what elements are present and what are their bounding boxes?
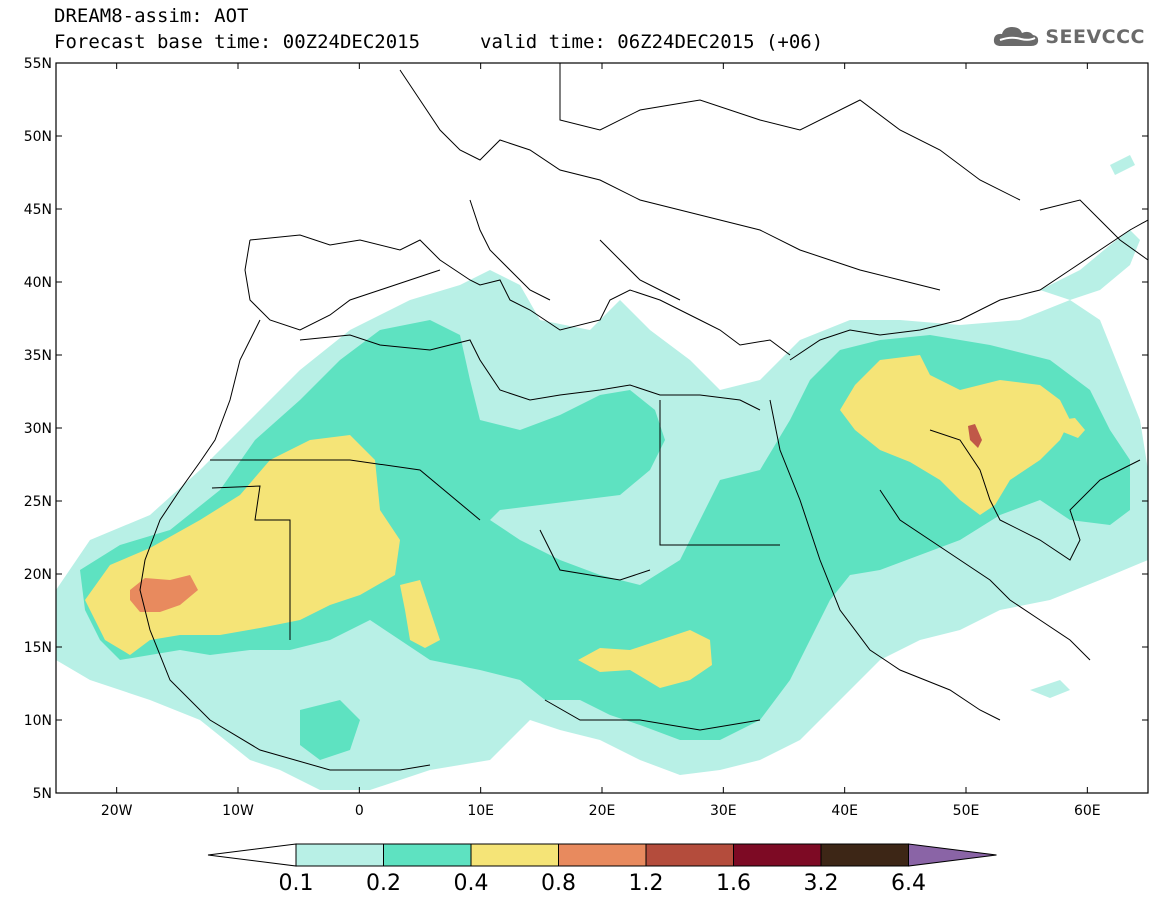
colorbar-swatch (733, 843, 822, 867)
lon-tick-label: 10E (467, 803, 494, 819)
colorbar-level-label: 0.1 (279, 871, 314, 896)
colorbar-level-label: 1.2 (629, 871, 664, 896)
lon-tick-label: 50E (953, 803, 980, 819)
colorbar-swatch (558, 843, 647, 867)
lon-tick-label: 20E (589, 803, 616, 819)
longitude-axis: 20W 10W 0 10E 20E 30E 40E 50E 60E (101, 63, 1101, 819)
aot-colorbar: 0.1 0.2 0.4 0.8 1.2 1.6 3.2 6.4 (207, 843, 997, 896)
lat-tick-label: 20N (24, 567, 52, 583)
colorbar-end-arrow (908, 843, 997, 867)
lat-tick-label: 50N (24, 129, 52, 145)
title-valid-time: valid time: 06Z24DEC2015 (+06) (480, 31, 824, 53)
lat-tick-label: 35N (24, 348, 52, 364)
lat-tick-label: 10N (24, 713, 52, 729)
lat-tick-label: 5N (33, 786, 52, 802)
lat-tick-label: 25N (24, 494, 52, 510)
aot-level-1-2 (968, 424, 982, 448)
lat-tick-label: 40N (24, 275, 52, 291)
cloud-icon (994, 27, 1039, 46)
lat-tick-label: 30N (24, 421, 52, 437)
lon-tick-label: 20W (101, 803, 133, 819)
aot-level-0-8 (130, 575, 198, 612)
colorbar-start-arrow (207, 843, 297, 867)
title-base-time: Forecast base time: 00Z24DEC2015 (54, 31, 421, 53)
colorbar-swatch (645, 843, 734, 867)
colorbar-swatch (470, 843, 559, 867)
latitude-axis: 55N 50N 45N 40N 35N 30N 25N 20N 15N 10N 5N (24, 56, 1148, 802)
coastlines (139, 63, 1148, 771)
lat-tick-label: 45N (24, 202, 52, 218)
lon-tick-label: 40E (831, 803, 858, 819)
lon-tick-label: 30E (710, 803, 737, 819)
colorbar-swatch (820, 843, 909, 867)
colorbar-level-label: 6.4 (891, 871, 926, 896)
logo-text: SEEVCCC (1045, 26, 1145, 48)
lon-tick-label: 10W (222, 803, 254, 819)
colorbar-level-label: 0.4 (454, 871, 489, 896)
lat-tick-label: 55N (24, 56, 52, 72)
aot-fields (56, 155, 1148, 790)
lat-tick-label: 15N (24, 640, 52, 656)
title-variable: DREAM8-assim: AOT (54, 5, 249, 27)
lon-tick-label: 60E (1074, 803, 1101, 819)
colorbar-level-label: 1.6 (716, 871, 751, 896)
colorbar-level-label: 0.8 (541, 871, 576, 896)
colorbar-level-label: 3.2 (804, 871, 839, 896)
colorbar-swatch (295, 843, 384, 867)
colorbar-swatch (383, 843, 472, 867)
lon-tick-label: 0 (355, 803, 364, 819)
colorbar-level-label: 0.2 (366, 871, 401, 896)
logo: SEEVCCC (991, 24, 1145, 50)
